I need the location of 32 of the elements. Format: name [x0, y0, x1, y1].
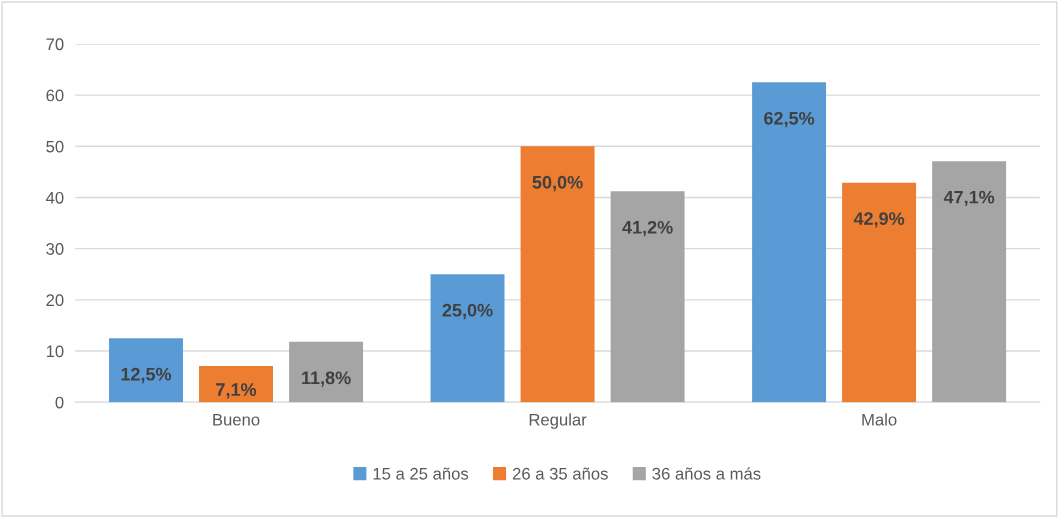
y-tick-label: 30 [46, 243, 64, 255]
x-tick-label: Malo [862, 413, 897, 426]
legend-label: 15 a 25 años [373, 467, 469, 480]
data-label: 25,0% [442, 303, 493, 320]
bar [520, 146, 595, 403]
x-tick-label: Regular [529, 413, 587, 429]
y-tick-label: 40 [46, 191, 64, 204]
data-label: 50,0% [532, 175, 583, 192]
data-label: 42,9% [853, 212, 905, 228]
data-label: 47,1% [943, 190, 995, 207]
y-tick-label: 10 [46, 345, 64, 358]
y-tick-label: 60 [46, 89, 64, 102]
bar [109, 338, 183, 403]
bar [842, 182, 917, 403]
bar [752, 82, 827, 403]
bar [610, 191, 685, 403]
legend-label: 26 a 35 años [512, 467, 608, 480]
data-label: 12,5% [121, 367, 172, 384]
data-label: 41,2% [622, 220, 673, 237]
y-tick-label: 70 [46, 38, 64, 51]
y-tick-label: 20 [46, 294, 64, 307]
legend-label: 36 años a más [652, 467, 761, 480]
bar [289, 341, 364, 403]
bar [199, 365, 273, 403]
bar [932, 161, 1007, 403]
x-tick-label: Bueno [213, 413, 260, 426]
data-label: 62,5% [764, 111, 815, 128]
data-label: 7,1% [216, 383, 257, 399]
y-tick-label: 0 [55, 396, 64, 409]
y-tick-label: 50 [46, 140, 64, 153]
data-label: 11,8% [302, 371, 351, 387]
bar [430, 274, 505, 403]
